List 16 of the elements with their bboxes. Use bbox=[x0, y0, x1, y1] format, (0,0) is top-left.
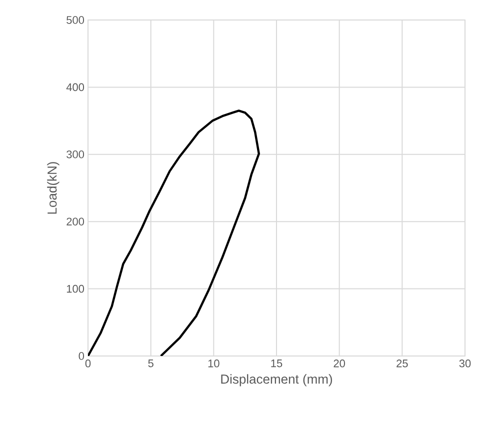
x-tick-label: 15 bbox=[271, 360, 282, 368]
x-tick-label: 30 bbox=[459, 360, 471, 368]
y-axis-title: Load(kN) bbox=[47, 162, 60, 214]
y-tick-label: 100 bbox=[66, 284, 84, 293]
x-axis-title: Displacement (mm) bbox=[221, 374, 332, 386]
x-tick-label: 10 bbox=[208, 360, 220, 368]
x-tick-label: 5 bbox=[148, 360, 154, 368]
y-tick-label: 200 bbox=[66, 218, 84, 226]
x-tick-label: 25 bbox=[396, 360, 408, 368]
x-tick-label: 20 bbox=[334, 360, 346, 368]
y-tick-label: 400 bbox=[66, 83, 84, 92]
y-tick-label: 0 bbox=[78, 352, 84, 360]
x-tick-label: 0 bbox=[85, 360, 91, 368]
line-series bbox=[88, 110, 260, 356]
y-tick-label: 500 bbox=[66, 16, 84, 24]
y-tick-label: 300 bbox=[66, 150, 84, 158]
